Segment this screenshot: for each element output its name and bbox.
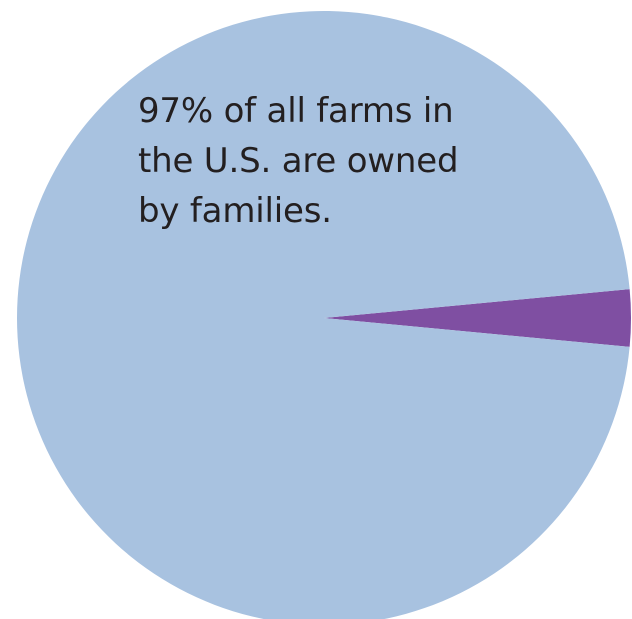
pie-slices (17, 11, 632, 619)
annotation-line-3: by families. (138, 191, 332, 231)
annotation-line-1: 97% of all farms in (138, 91, 454, 131)
annotation-line-2: the U.S. are owned (138, 141, 459, 181)
chart-annotation: 97% of all farms in the U.S. are owned b… (138, 86, 518, 236)
pie-slice-other-farms (324, 289, 632, 347)
pie-slice-family-owned-farms (17, 11, 630, 619)
